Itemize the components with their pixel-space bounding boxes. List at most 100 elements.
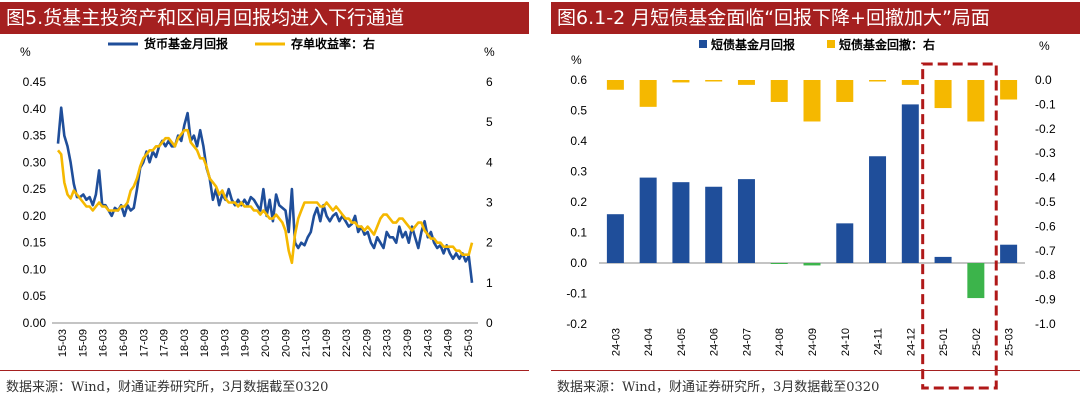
drawdown-bar bbox=[672, 80, 690, 83]
right-tick-label: -0.6 bbox=[1035, 219, 1056, 233]
drawdown-bar bbox=[836, 80, 854, 102]
x-tick-label: 25-03 bbox=[1004, 328, 1016, 356]
drawdown-bar bbox=[967, 80, 985, 122]
right-tick-label: 1 bbox=[486, 276, 493, 290]
x-tick-label: 17-09 bbox=[159, 329, 171, 357]
x-tick-label: 24-03 bbox=[610, 328, 622, 356]
right-tick-label: 5 bbox=[486, 115, 493, 129]
left-tick-label: 0.4 bbox=[570, 134, 587, 148]
x-tick-label: 24-03 bbox=[422, 329, 434, 357]
left-source-note: 数据来源：Wind，财通证券研究所，3月数据截至0320 bbox=[6, 380, 329, 395]
right-tick-label: -1.0 bbox=[1035, 317, 1056, 331]
right-tick-label: 0 bbox=[486, 316, 493, 330]
left-tick-label: 0.45 bbox=[23, 75, 47, 89]
x-tick-label: 24-05 bbox=[676, 328, 688, 356]
right-tick-label: 0.0 bbox=[1035, 73, 1052, 87]
drawdown-bar bbox=[934, 80, 952, 109]
return-bar bbox=[672, 182, 690, 263]
x-tick-label: 16-03 bbox=[98, 329, 110, 357]
left-chart: % % 0.00 0.05 0.10 0.15 0.20 0.25 0.30 0.35 0.40 0.… bbox=[20, 36, 495, 357]
x-tick-label: 25-03 bbox=[463, 329, 475, 357]
return-bar bbox=[836, 223, 854, 263]
left-axis-unit: % bbox=[20, 45, 31, 59]
x-tick-label: 24-08 bbox=[774, 328, 786, 356]
x-tick-label: 24-04 bbox=[643, 328, 655, 356]
return-bar bbox=[639, 177, 657, 263]
x-tick-label: 25-01 bbox=[938, 328, 950, 356]
return-bar bbox=[869, 156, 887, 263]
x-tick-label: 23-09 bbox=[402, 329, 414, 357]
x-tick-label: 19-09 bbox=[240, 329, 252, 357]
left-tick-label: 0.00 bbox=[23, 316, 47, 330]
x-tick-label: 25-02 bbox=[971, 328, 983, 356]
right-tick-label: 6 bbox=[486, 75, 493, 89]
x-tick-label: 19-03 bbox=[219, 329, 231, 357]
right-tick-label: -0.4 bbox=[1035, 171, 1056, 185]
right-tick-label: -0.8 bbox=[1035, 268, 1056, 282]
left-tick-label: 0.35 bbox=[23, 129, 47, 143]
right-axis-unit: % bbox=[484, 45, 495, 59]
drawdown-bar bbox=[803, 80, 821, 122]
x-tick-label: 22-09 bbox=[361, 329, 373, 357]
x-tick-label: 24-10 bbox=[840, 328, 852, 356]
x-tick-label: 15-09 bbox=[77, 329, 89, 357]
right-axis-unit: % bbox=[1039, 39, 1050, 53]
return-bar bbox=[803, 263, 821, 266]
return-bar bbox=[901, 104, 919, 264]
x-tick-label: 24-12 bbox=[905, 328, 917, 356]
right-chart: %% -0.2 -0.1 0.0 0.1 0.2 0.3 0.4 0.5 0.6 0.0 -0.1 -0… bbox=[566, 37, 1056, 390]
right-tick-label: -0.2 bbox=[1035, 122, 1056, 136]
right-chart-title: 图6.1-2 月短债基金面临“回报下降+回撤加大”局面 bbox=[551, 2, 1080, 34]
left-tick-label: 0.5 bbox=[570, 104, 587, 118]
right-tick-label: -0.3 bbox=[1035, 146, 1056, 160]
left-tick-label: 0.6 bbox=[570, 73, 587, 87]
x-tick-label: 18-03 bbox=[179, 329, 191, 357]
return-bar bbox=[1000, 244, 1018, 263]
left-tick-label: 0.05 bbox=[23, 289, 47, 303]
drawdown-bar bbox=[869, 80, 887, 82]
right-tick-label: -0.1 bbox=[1035, 97, 1056, 111]
x-tick-label: 21-03 bbox=[301, 329, 313, 357]
right-source-divider bbox=[551, 370, 1080, 371]
x-tick-label: 17-03 bbox=[138, 329, 150, 357]
left-chart-title: 图5.货基主投资产和区间月回报均进入下行通道 bbox=[0, 2, 529, 34]
drawdown-bar bbox=[737, 80, 755, 85]
highlight-box bbox=[921, 62, 998, 390]
x-tick-label: 22-03 bbox=[341, 329, 353, 357]
x-tick-label: 15-03 bbox=[57, 329, 69, 357]
cd-yield-line bbox=[56, 128, 474, 265]
left-source-divider bbox=[0, 370, 529, 371]
x-tick-label: 23-03 bbox=[382, 329, 394, 357]
left-tick-label: -0.2 bbox=[566, 317, 587, 331]
return-bar bbox=[770, 263, 788, 264]
right-tick-label: -0.7 bbox=[1035, 244, 1056, 258]
left-tick-label: 0.3 bbox=[570, 165, 587, 179]
legend-label: 存单收益率：右 bbox=[290, 36, 375, 51]
return-bar bbox=[606, 214, 624, 263]
left-axis-unit: % bbox=[571, 53, 582, 67]
return-bar bbox=[705, 186, 723, 263]
x-tick-label: 20-09 bbox=[280, 329, 292, 357]
left-tick-label: 0.30 bbox=[23, 155, 47, 169]
left-tick-label: 0.20 bbox=[23, 209, 47, 223]
left-tick-label: 0.2 bbox=[570, 195, 587, 209]
x-tick-label: 16-09 bbox=[118, 329, 130, 357]
drawdown-bar bbox=[901, 80, 919, 85]
right-tick-label: 2 bbox=[486, 236, 493, 250]
left-tick-label: 0.40 bbox=[23, 102, 47, 116]
drawdown-bar bbox=[770, 80, 788, 102]
legend-label: 短债基金回撤：右 bbox=[839, 37, 935, 52]
x-tick-label: 18-09 bbox=[199, 329, 211, 357]
return-bar bbox=[737, 179, 755, 263]
right-panel: 图6.1-2 月短债基金面临“回报下降+回撤加大”局面 %% -0.2 -0.1 0.… bbox=[551, 0, 1080, 401]
x-tick-label: 24-09 bbox=[807, 328, 819, 356]
right-tick-label: -0.5 bbox=[1035, 195, 1056, 209]
x-tick-label: 20-03 bbox=[260, 329, 272, 357]
drawdown-bar bbox=[705, 80, 723, 82]
left-tick-label: -0.1 bbox=[566, 287, 587, 301]
drawdown-bar bbox=[639, 80, 657, 107]
x-tick-label: 24-07 bbox=[741, 328, 753, 356]
legend-label: 短债基金月回报 bbox=[711, 37, 795, 52]
left-tick-label: 0.0 bbox=[570, 256, 587, 270]
x-tick-label: 24-09 bbox=[443, 329, 455, 357]
